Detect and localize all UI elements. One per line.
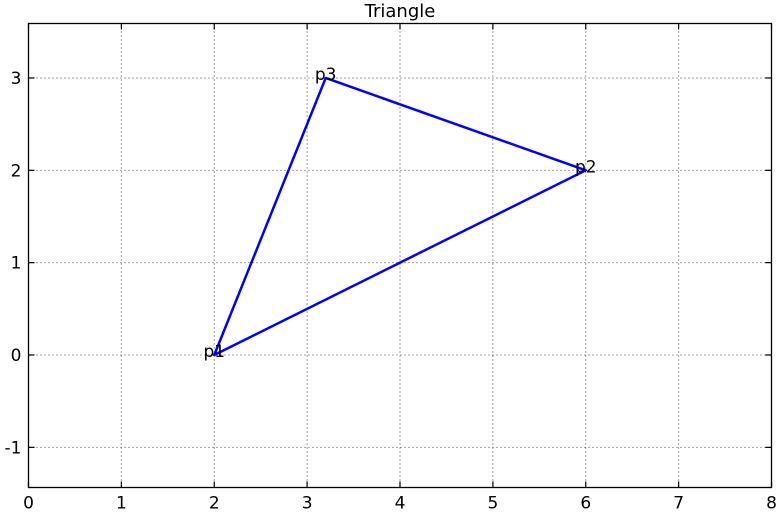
x-tick-label: 6: [580, 494, 591, 514]
vertex-label-p2: p2: [575, 157, 597, 177]
x-tick-label: 4: [395, 494, 406, 514]
vertex-label-p3: p3: [315, 65, 337, 85]
y-tick-label: 3: [11, 69, 22, 89]
triangle-path: [213, 76, 587, 357]
y-tick-label: 2: [11, 161, 22, 181]
x-tick-label: 8: [766, 494, 777, 514]
x-tick-label: 2: [209, 494, 220, 514]
x-tick-label: 7: [673, 494, 684, 514]
y-tick-label: 1: [11, 254, 22, 274]
y-tick-label: -1: [5, 438, 22, 458]
x-tick-label: 1: [116, 494, 127, 514]
x-tick-label: 0: [23, 494, 34, 514]
vertex-label-p1: p1: [203, 342, 225, 362]
x-tick-label: 3: [302, 494, 313, 514]
y-tick-label: 0: [11, 346, 22, 366]
x-tick-label: 5: [487, 494, 498, 514]
chart-title: Triangle: [364, 1, 436, 22]
